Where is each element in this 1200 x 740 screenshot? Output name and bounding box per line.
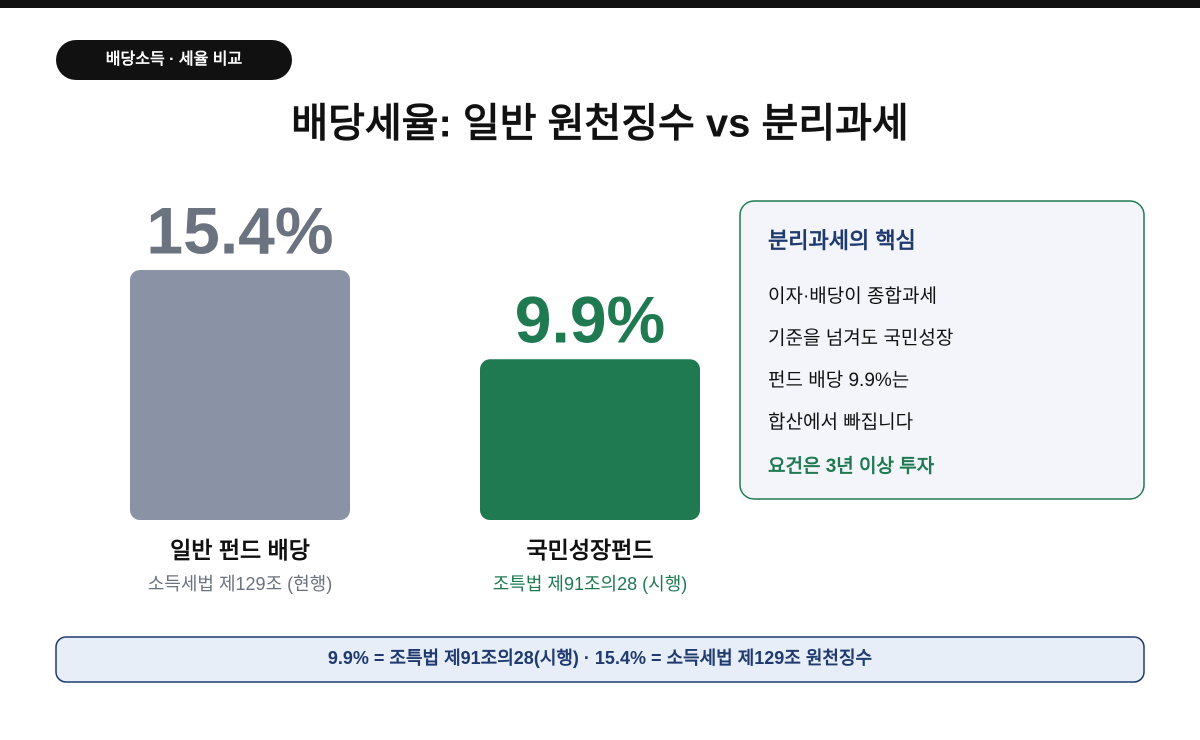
- bar: [480, 359, 700, 520]
- category-label: 일반 펀드 배당: [170, 537, 310, 563]
- top-bar: [0, 0, 1200, 8]
- badge-text: 배당소득 · 세율 비교: [106, 50, 243, 68]
- category-sublabel: 조특법 제91조의28 (시행): [493, 574, 688, 594]
- panel-line: 이자·배당이 종합과세: [768, 285, 937, 307]
- category-label: 국민성장펀드: [527, 537, 654, 563]
- footer-box: [55, 636, 1145, 683]
- chart-title: 배당세율: 일반 원천징수 vs 분리과세: [291, 102, 908, 146]
- value-label: 15.4%: [146, 193, 333, 267]
- value-label: 9.9%: [515, 283, 665, 357]
- badge: [56, 40, 292, 80]
- panel-line: 펀드 배당 9.9%는: [768, 369, 909, 391]
- category-sublabel: 소득세법 제129조 (현행): [148, 574, 333, 594]
- footer-text: 9.9% = 조특법 제91조의28(시행) · 15.4% = 소득세법 제1…: [328, 648, 872, 668]
- panel: [739, 200, 1145, 500]
- panel-title: 분리과세의 핵심: [768, 228, 916, 253]
- bar: [130, 270, 350, 520]
- panel-line: 기준을 넘겨도 국민성장: [768, 327, 953, 349]
- panel-highlight: 요건은 3년 이상 투자: [768, 455, 935, 477]
- panel-line: 합산에서 빠집니다: [768, 411, 913, 433]
